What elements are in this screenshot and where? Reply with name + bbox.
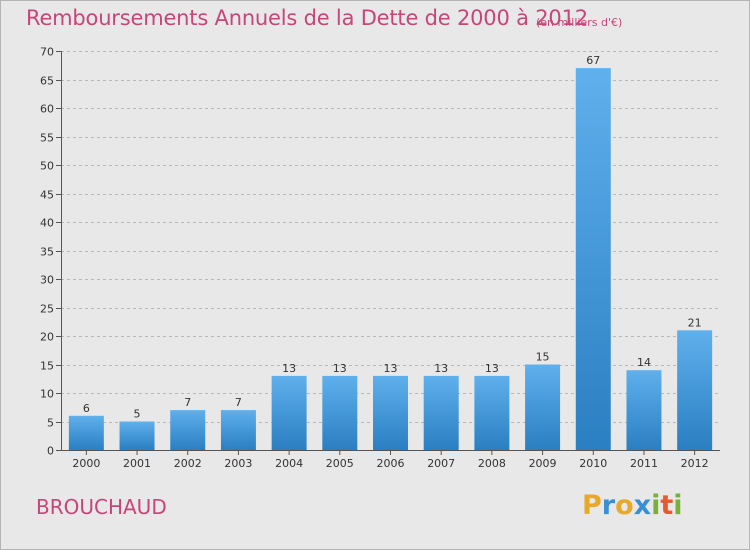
chart-subtitle: (en milliers d'€) [536, 16, 623, 29]
x-tick-label: 2001 [123, 457, 151, 470]
logo-letter: o [615, 490, 634, 521]
y-tick-label: 55 [40, 132, 54, 145]
bars [68, 68, 713, 450]
bar [119, 421, 155, 450]
y-tick-label: 65 [40, 75, 54, 88]
x-tick-label: 2012 [681, 457, 709, 470]
data-labels: 6 5 7 7 13 13 13 13 13 15 67 14 21 [83, 54, 702, 420]
data-label: 13 [333, 362, 347, 375]
bar [220, 410, 256, 450]
bar [170, 410, 206, 450]
data-label: 14 [637, 356, 651, 369]
data-label: 7 [184, 396, 191, 409]
y-tick-label: 25 [40, 303, 54, 316]
data-label: 13 [434, 362, 448, 375]
commune-name: BROUCHAUD [36, 495, 167, 519]
y-tick-label: 15 [40, 360, 54, 373]
bar [68, 415, 104, 450]
data-label: 6 [83, 402, 90, 415]
x-tick-label: 2004 [275, 457, 303, 470]
bar [575, 68, 611, 450]
grid-lines [61, 51, 720, 423]
data-label: 13 [384, 362, 398, 375]
data-label: 15 [536, 351, 550, 364]
logo-letter: P [582, 490, 602, 521]
y-tick-label: 60 [40, 103, 54, 116]
y-tick-label: 40 [40, 217, 54, 230]
data-label: 21 [688, 316, 702, 329]
y-tick-label: 45 [40, 189, 54, 202]
x-tick-label: 2005 [326, 457, 354, 470]
x-tick-label: 2003 [224, 457, 252, 470]
x-tick-label: 2009 [529, 457, 557, 470]
logo-letter: x [633, 490, 652, 521]
x-tick-label: 2010 [579, 457, 607, 470]
chart-title: Remboursements Annuels de la Dette de 20… [26, 6, 588, 30]
bar [423, 375, 459, 450]
x-tick-label: 2008 [478, 457, 506, 470]
y-tick-label: 30 [40, 274, 54, 287]
y-tick-label: 5 [47, 417, 54, 430]
y-tick-label: 50 [40, 160, 54, 173]
logo-letter: i [651, 490, 661, 521]
logo-letter: r [601, 490, 616, 521]
x-tick-label: 2011 [630, 457, 658, 470]
bar [271, 375, 307, 450]
bar [322, 375, 358, 450]
bar [373, 375, 408, 450]
y-tick-label: 35 [40, 246, 54, 259]
y-tick-label: 20 [40, 331, 54, 344]
logo-letter: i [673, 490, 683, 521]
x-tick-label: 2006 [377, 457, 405, 470]
data-label: 7 [235, 396, 242, 409]
y-tick-label: 10 [40, 388, 54, 401]
x-tick-label: 2007 [427, 457, 455, 470]
bar [474, 375, 510, 450]
data-label: 67 [586, 54, 600, 67]
y-tick-label: 70 [40, 46, 54, 59]
data-label: 13 [485, 362, 499, 375]
x-tick-label: 2002 [174, 457, 202, 470]
proxiti-logo: Proxiti [582, 490, 683, 521]
logo-letter: t [660, 490, 674, 521]
bar [626, 370, 662, 450]
bar [525, 364, 561, 450]
data-label: 5 [134, 408, 141, 421]
data-label: 13 [282, 362, 296, 375]
x-tick-label: 2000 [72, 457, 100, 470]
y-tick-label: 0 [47, 445, 54, 458]
bar [677, 330, 713, 450]
